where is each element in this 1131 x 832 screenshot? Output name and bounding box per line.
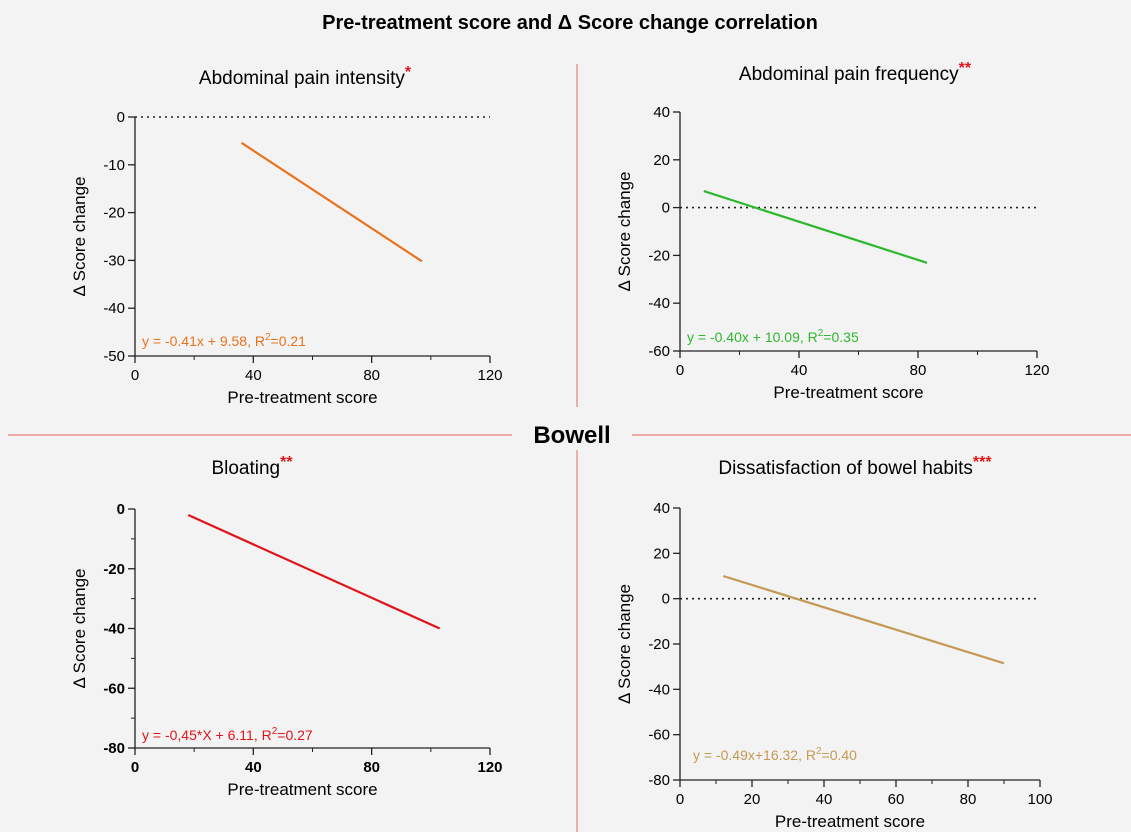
- x-tick-label: 80: [910, 362, 927, 379]
- y-axis-label: Δ Score change: [70, 176, 89, 296]
- y-tick-label: -50: [103, 348, 125, 365]
- y-tick-label: -10: [103, 157, 125, 174]
- x-tick-label: 40: [816, 791, 833, 808]
- chart-panel-2: Abdominal pain frequency**-60-40-2002040…: [615, 60, 1050, 402]
- y-tick-label: -20: [103, 561, 125, 578]
- chart-title: Bloating**: [211, 454, 293, 479]
- x-tick-label: 120: [477, 759, 502, 776]
- equation-superscript: 2: [272, 726, 278, 737]
- equation-tail: =0.40: [822, 747, 858, 763]
- x-tick-label: 40: [791, 362, 808, 379]
- x-tick-label: 80: [363, 367, 380, 384]
- equation-superscript: 2: [816, 746, 822, 757]
- x-tick-label: 120: [1024, 362, 1049, 379]
- equation-superscript: 2: [818, 328, 824, 339]
- y-tick-label: 0: [117, 501, 125, 518]
- chart-panel-3: Bloating** -80 -60 -40 -20 0 0 40 80 120 Pre-treat…: [70, 454, 503, 799]
- equation-tail: =0.27: [277, 727, 313, 743]
- y-axis-label: Δ Score change: [615, 171, 634, 291]
- chart-title-text: Dissatisfaction of bowel habits: [718, 458, 973, 479]
- chart-title-text: Bloating: [211, 458, 280, 479]
- x-tick-label: 0: [131, 759, 139, 776]
- y-tick-label: 20: [653, 152, 670, 169]
- y-tick-label: -40: [648, 295, 670, 312]
- x-tick-label: 80: [960, 791, 977, 808]
- chart-title-text: Abdominal pain frequency: [739, 64, 959, 85]
- regression-line: [240, 141, 423, 263]
- regression-line: [703, 190, 928, 264]
- y-axis-label: Δ Score change: [615, 584, 634, 704]
- equation-tail: =0.21: [271, 333, 307, 349]
- y-tick-label: -20: [648, 636, 670, 653]
- equation-main: y = -0.40x + 10.09, R: [687, 329, 818, 345]
- regression-line: [187, 513, 441, 630]
- equation-main: y = -0.41x + 9.58, R: [142, 333, 265, 349]
- y-tick-label: -80: [648, 772, 670, 789]
- x-tick-label: 0: [676, 791, 684, 808]
- y-tick-label: 0: [662, 200, 670, 217]
- y-tick-label: 0: [662, 591, 670, 608]
- y-axis-label: Δ Score change: [70, 568, 89, 688]
- y-tick-label: 0: [117, 109, 125, 126]
- equation-main: y = -0.49x+16.32, R: [693, 747, 816, 763]
- chart-panel-4: Dissatisfaction of bowel habits*** -80 -60…: [615, 454, 1053, 831]
- x-tick-label: 80: [363, 759, 380, 776]
- chart-title: Dissatisfaction of bowel habits***: [718, 454, 992, 479]
- y-tick-label: 40: [653, 500, 670, 517]
- x-axis-label: Pre-treatment score: [227, 388, 377, 407]
- x-tick-label: 0: [131, 367, 139, 384]
- regression-equation: y = -0,45*X + 6.11, R2=0.27: [142, 726, 313, 743]
- chart-title: Abdominal pain frequency**: [739, 60, 972, 85]
- y-tick-label: -40: [648, 681, 670, 698]
- equation-main: y = -0,45*X + 6.11, R: [142, 727, 272, 743]
- x-tick-label: 60: [888, 791, 905, 808]
- regression-equation: y = -0.49x+16.32, R2=0.40: [693, 746, 857, 763]
- x-tick-label: 40: [245, 367, 262, 384]
- y-tick-label: -60: [648, 727, 670, 744]
- x-tick-label: 20: [744, 791, 761, 808]
- y-tick-label: 40: [653, 104, 670, 121]
- y-tick-label: -20: [648, 247, 670, 264]
- y-tick-label: 20: [653, 545, 670, 562]
- x-tick-label: 40: [245, 759, 262, 776]
- x-axis-label: Pre-treatment score: [227, 780, 377, 799]
- y-tick-label: -30: [103, 252, 125, 269]
- equation-tail: =0.35: [823, 329, 859, 345]
- regression-line: [722, 574, 1005, 665]
- chart-panel-1: Abdominal pain intensity* -50 -40 -30 -20 -10…: [70, 64, 503, 407]
- y-tick-label: -40: [103, 621, 125, 638]
- regression-equation: y = -0.40x + 10.09, R2=0.35: [687, 328, 859, 345]
- chart-title: Abdominal pain intensity*: [199, 64, 412, 89]
- x-tick-label: 0: [676, 362, 684, 379]
- y-tick-label: -20: [103, 205, 125, 222]
- y-tick-label: -60: [648, 343, 670, 360]
- chart-panels: Abdominal pain intensity* -50 -40 -30 -20 -10…: [70, 60, 1053, 831]
- significance-stars: **: [280, 454, 293, 471]
- significance-stars: *: [405, 64, 412, 81]
- significance-stars: **: [959, 60, 972, 77]
- regression-equation: y = -0.41x + 9.58, R2=0.21: [142, 332, 306, 349]
- significance-stars: ***: [973, 454, 992, 471]
- x-axis-label: Pre-treatment score: [775, 812, 925, 831]
- x-axis-label: Pre-treatment score: [773, 383, 923, 402]
- section-label: Bowell: [533, 422, 610, 449]
- y-tick-label: -60: [103, 680, 125, 697]
- figure-title: Pre-treatment score and Δ Score change c…: [322, 12, 818, 34]
- y-tick-label: -80: [103, 740, 125, 757]
- x-tick-label: 120: [477, 367, 502, 384]
- y-tick-label: -40: [103, 300, 125, 317]
- chart-title-text: Abdominal pain intensity: [199, 68, 405, 89]
- equation-superscript: 2: [265, 332, 271, 343]
- x-tick-label: 100: [1027, 791, 1052, 808]
